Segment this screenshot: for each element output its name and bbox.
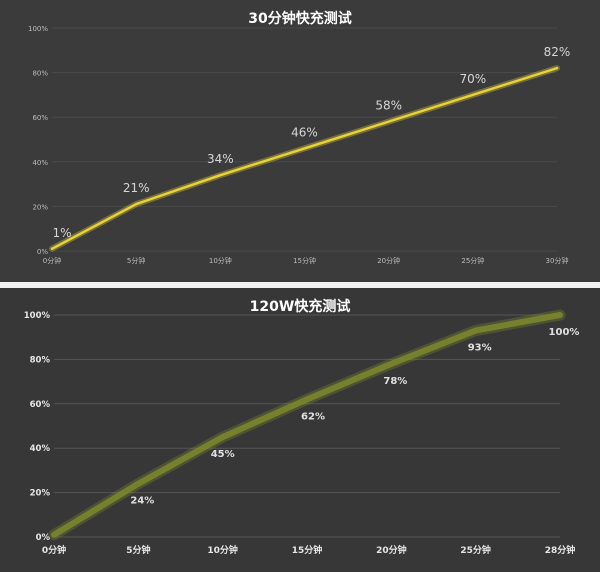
series-line: [50, 66, 559, 250]
x-tick-label: 25分钟: [461, 256, 484, 265]
x-tick-label: 20分钟: [376, 544, 407, 556]
y-tick-label: 60%: [32, 114, 48, 122]
series-line: [51, 312, 563, 538]
data-label: 78%: [383, 376, 407, 387]
y-tick-label: 80%: [30, 355, 51, 365]
series-line-glow: [49, 65, 560, 252]
data-label: 100%: [549, 327, 580, 338]
data-label: 93%: [468, 343, 492, 354]
data-label: 82%: [544, 45, 571, 59]
x-tick-label: 10分钟: [209, 256, 232, 265]
chart-panel-120w: 120W快充测试 0% 20% 40% 60% 80% 100% 0分钟 5分钟 10分钟 15分…: [0, 288, 600, 572]
line-chart-30min: 0% 20% 40% 60% 80% 100% 0分钟 5分钟 10分钟 15分钟 20分钟 25分钟…: [28, 25, 571, 265]
x-tick-label: 5分钟: [126, 544, 150, 556]
data-label: 45%: [211, 449, 235, 460]
y-tick-label: 20%: [32, 203, 48, 211]
data-label: 21%: [123, 181, 150, 195]
x-tick-label: 15分钟: [292, 544, 323, 556]
y-tick-label: 0%: [37, 248, 48, 256]
y-tick-label: 40%: [30, 444, 51, 454]
x-tick-label: 5分钟: [127, 256, 145, 265]
x-tick-label: 10分钟: [207, 544, 238, 556]
data-label: 58%: [375, 99, 402, 113]
data-label: 34%: [207, 152, 234, 166]
data-label: 46%: [291, 125, 318, 139]
y-tick-label: 40%: [32, 159, 48, 167]
data-label: 1%: [52, 226, 71, 240]
chart-title: 120W快充测试: [249, 299, 351, 315]
chart-panel-30min: 30分钟快充测试 0% 20% 40% 60% 80% 100% 0分钟 5分钟 10分钟 15分…: [0, 0, 600, 282]
y-tick-label: 80%: [32, 70, 48, 78]
x-tick-label: 30分钟: [546, 256, 569, 265]
y-tick-label: 60%: [30, 400, 51, 410]
y-tick-label: 0%: [36, 533, 51, 543]
data-label: 70%: [459, 72, 486, 86]
x-tick-label: 0分钟: [42, 544, 66, 556]
y-tick-label: 100%: [24, 311, 51, 321]
x-tick-label: 28分钟: [545, 544, 576, 556]
y-tick-label: 100%: [28, 25, 48, 33]
y-tick-label: 20%: [30, 489, 51, 499]
data-label: 62%: [301, 411, 325, 422]
x-tick-label: 15分钟: [293, 256, 316, 265]
x-tick-label: 0分钟: [43, 256, 61, 265]
x-tick-label: 20分钟: [377, 256, 400, 265]
line-chart-120w: 0% 20% 40% 60% 80% 100% 0分钟 5分钟 10分钟 15分钟 20分钟 25分钟…: [24, 309, 580, 556]
x-tick-label: 25分钟: [460, 544, 491, 556]
chart-title: 30分钟快充测试: [248, 11, 352, 27]
data-label: 24%: [130, 496, 154, 507]
